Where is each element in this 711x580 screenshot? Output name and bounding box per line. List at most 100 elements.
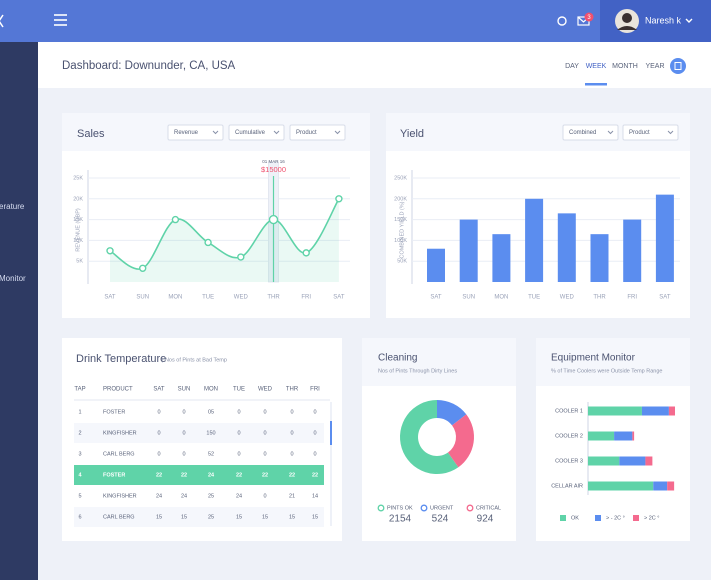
dropdown[interactable] [289, 124, 346, 141]
scrollbar-track [330, 402, 332, 526]
legend-value: 524 [432, 514, 449, 525]
bar-segment[interactable] [614, 431, 633, 441]
column-header: WED [258, 387, 273, 393]
dropdown-arrow [334, 130, 341, 135]
bar-segment[interactable] [645, 456, 653, 466]
bar-segment[interactable] [668, 406, 675, 416]
bar[interactable] [525, 198, 544, 282]
table-cell: 3 [78, 451, 81, 457]
sub-header [38, 42, 711, 88]
table-cell: 0 [290, 409, 293, 415]
table-cell: 15 [181, 514, 187, 520]
bar-segment[interactable] [588, 481, 654, 491]
x-tick-label: SAT [333, 295, 345, 301]
bar-segment[interactable] [588, 431, 615, 441]
bar-segment[interactable] [667, 481, 675, 491]
dropdown-arrow [212, 130, 219, 135]
table-cell: 25 [208, 493, 214, 499]
collapse-icon[interactable] [0, 14, 4, 28]
bar[interactable] [557, 213, 576, 282]
sidebar-item[interactable]: Monitor [0, 274, 26, 283]
x-tick-label: SAT [104, 295, 116, 301]
dropdown-label: Product [629, 130, 650, 136]
table-cell: 0 [237, 451, 240, 457]
table-cell: 52 [208, 451, 214, 457]
bar[interactable] [655, 194, 674, 282]
card-header [362, 338, 516, 386]
card-title: Yield [400, 128, 424, 140]
bar[interactable] [492, 234, 511, 282]
bar-segment[interactable] [653, 481, 668, 491]
donut-segment[interactable] [437, 400, 467, 426]
x-tick-label: TUE [202, 295, 214, 301]
bar[interactable] [623, 219, 642, 282]
table-cell: CARL BERG [103, 451, 135, 457]
tab[interactable]: MONTH [612, 63, 638, 70]
point[interactable] [237, 253, 245, 261]
legend-label: > 2C ° [644, 515, 660, 521]
bar[interactable] [590, 234, 609, 282]
donut-segment[interactable] [447, 414, 474, 468]
bar-segment[interactable] [641, 406, 669, 416]
table-cell: 15 [236, 514, 242, 520]
table-cell: 0 [157, 451, 160, 457]
point[interactable] [302, 249, 310, 257]
table-cell: FOSTER [103, 409, 125, 415]
page-title: Dashboard: Downunder, CA, USA [62, 60, 236, 72]
dropdown-arrow [607, 130, 614, 135]
point[interactable] [171, 215, 180, 224]
table-cell: 22 [262, 472, 268, 478]
column-header: PRODUCT [103, 387, 133, 393]
legend-swatch [633, 515, 639, 521]
category-label: COOLER 1 [555, 408, 583, 414]
tab[interactable]: YEAR [645, 63, 664, 70]
bar-segment[interactable] [588, 456, 620, 466]
donut-segment[interactable] [400, 400, 459, 474]
menu-icon[interactable] [54, 14, 67, 26]
point[interactable] [335, 195, 343, 203]
bar[interactable] [427, 248, 445, 282]
category-label: COOLER 2 [555, 433, 583, 439]
table-cell: 0 [263, 451, 266, 457]
table-cell: 0 [290, 451, 293, 457]
legend-value: 924 [477, 514, 494, 525]
dropdown[interactable] [167, 124, 224, 141]
column-header: THR [286, 387, 299, 393]
table-cell: 5 [78, 493, 81, 499]
bar-segment[interactable] [632, 431, 635, 441]
point[interactable] [138, 264, 147, 272]
bar-segment[interactable] [619, 456, 646, 466]
table-cell: 25 [208, 514, 214, 520]
tab[interactable]: WEEK [586, 63, 607, 70]
table-cell: 15 [312, 514, 318, 520]
dropdown[interactable] [562, 124, 619, 141]
badge [584, 12, 594, 22]
bar-segment[interactable] [588, 406, 642, 416]
table-cell: 0 [290, 430, 293, 436]
user-name[interactable]: Naresh k [645, 15, 682, 25]
point[interactable] [268, 214, 279, 225]
tab-underline [585, 83, 607, 86]
sidebar-item[interactable]: erature [0, 202, 25, 211]
table-cell: 0 [237, 409, 240, 415]
point[interactable] [204, 238, 212, 247]
scrollbar-thumb[interactable] [330, 421, 332, 445]
card-header [536, 338, 690, 386]
table-cell: 0 [313, 451, 316, 457]
dropdown[interactable] [622, 124, 679, 141]
tab[interactable]: DAY [565, 63, 579, 70]
badge-count: 3 [587, 15, 591, 21]
calendar-button[interactable] [670, 58, 686, 74]
column-header: FRI [310, 387, 320, 393]
user-chevron[interactable] [685, 18, 693, 23]
point[interactable] [106, 247, 114, 255]
settings-icon[interactable] [557, 16, 567, 26]
dropdown-arrow [667, 130, 674, 135]
table-cell: 22 [156, 472, 162, 478]
x-tick-label: WED [234, 295, 249, 301]
legend-label: PINTS OK [387, 505, 413, 511]
bar[interactable] [459, 219, 478, 282]
column-header: TUE [233, 387, 245, 393]
dropdown[interactable] [228, 124, 285, 141]
